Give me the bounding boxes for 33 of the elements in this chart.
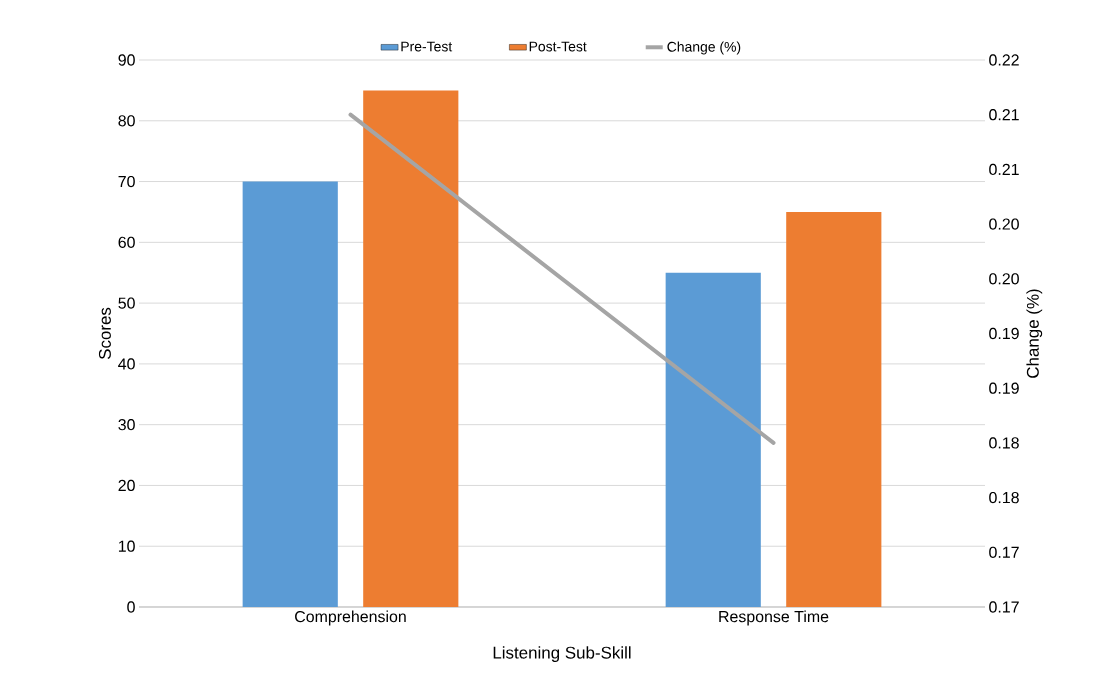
y2-tick-label: 0.22: [989, 54, 1019, 66]
y-tick-label: 30: [118, 419, 135, 431]
y-tick-label: 20: [118, 479, 135, 492]
legend-label: Pre-Test: [401, 41, 453, 52]
legend-label: Post-Test: [529, 41, 587, 52]
y2-tick-label: 0.19: [989, 327, 1019, 340]
bar: [363, 90, 459, 607]
bar: [665, 272, 761, 607]
y2-tick-label: 0.21: [989, 109, 1019, 121]
y2-tick-label: 0.17: [989, 601, 1019, 613]
y2-tick-label: 0.21: [989, 163, 1019, 176]
y2-tick-label: 0.18: [989, 491, 1019, 504]
y-tick-label: 0: [127, 601, 135, 613]
legend-label: Change (%): [667, 41, 741, 55]
x-tick-label: Response Time: [719, 610, 829, 626]
y-axis-title: Scores: [98, 307, 111, 360]
x-axis-title: Listening Sub-Skill: [493, 646, 631, 663]
bar: [786, 211, 882, 607]
y2-tick-label: 0.20: [989, 218, 1019, 230]
y2-tick-label: 0.19: [989, 382, 1019, 394]
y-tick-label: 80: [118, 115, 135, 127]
y-tick-label: 40: [118, 358, 135, 370]
y2-tick-label: 0.20: [989, 273, 1019, 285]
y-tick-label: 60: [118, 236, 135, 248]
y-tick-label: 50: [118, 297, 135, 309]
y-tick-label: 70: [118, 175, 135, 188]
y2-tick-label: 0.18: [989, 437, 1019, 449]
y2-tick-label: 0.17: [989, 546, 1019, 558]
x-tick-label: Comprehension: [295, 610, 406, 626]
y2-axis-title: Change (%): [1026, 289, 1043, 378]
y-tick-label: 10: [118, 540, 135, 552]
y-tick-label: 90: [118, 54, 135, 66]
bar: [242, 181, 338, 607]
